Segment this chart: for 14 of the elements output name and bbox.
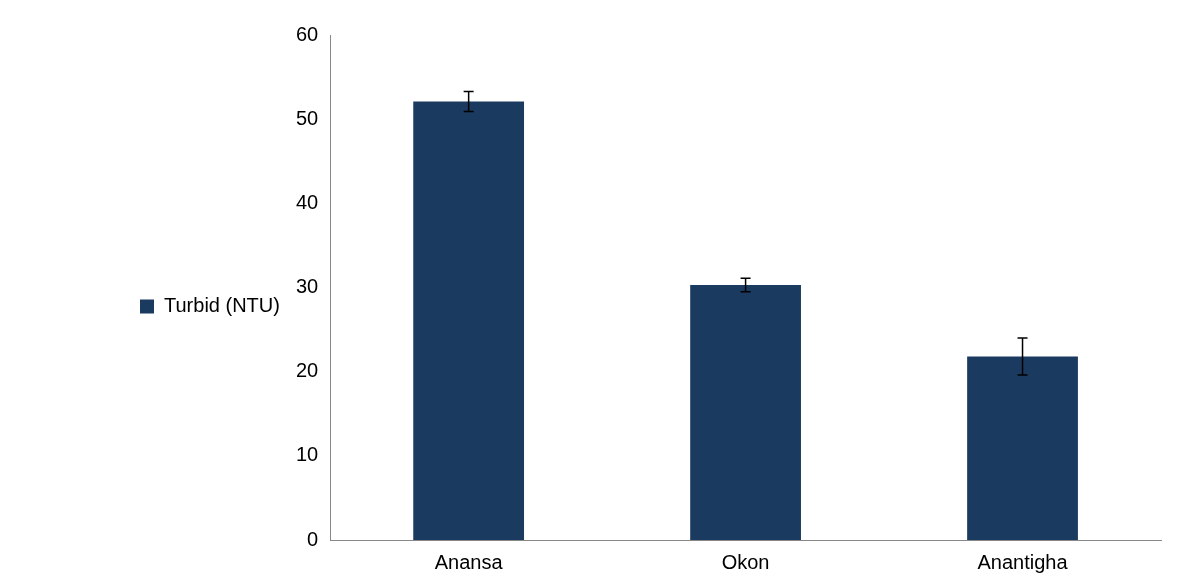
y-tick-label: 60: [295, 22, 319, 45]
y-tick-label: 40: [295, 190, 319, 213]
x-tick-label: Anansa: [434, 550, 504, 573]
x-tick-label: Okon: [721, 550, 770, 573]
y-tick-label: 30: [295, 275, 319, 298]
legend-label: Turbid (NTU): [164, 294, 280, 317]
y-tick-label: 20: [295, 359, 319, 382]
bar: [690, 284, 801, 540]
y-tick-label: 50: [295, 106, 319, 129]
y-tick-label: 10: [295, 443, 319, 466]
bar: [413, 101, 525, 540]
y-tick-label: 0: [307, 527, 319, 550]
bar: [967, 356, 1078, 540]
x-tick-label: Anantigha: [977, 550, 1069, 573]
